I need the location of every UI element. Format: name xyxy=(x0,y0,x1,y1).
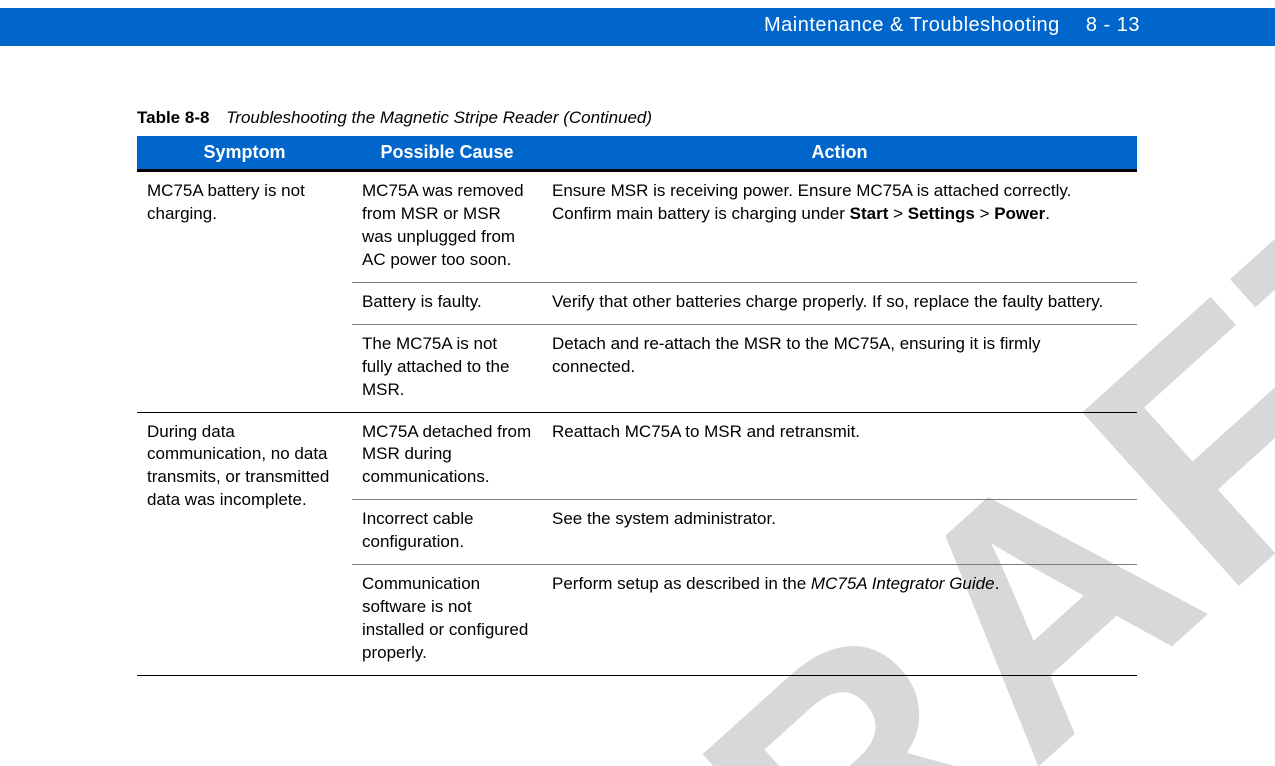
cell-cause: The MC75A is not fully attached to the M… xyxy=(352,324,542,412)
troubleshooting-table: Symptom Possible Cause Action MC75A batt… xyxy=(137,136,1137,676)
cell-symptom: MC75A battery is not charging. xyxy=(137,171,352,413)
header-page-number: 8 - 13 xyxy=(1086,14,1140,36)
cell-cause: Incorrect cable configuration. xyxy=(352,500,542,565)
cell-symptom: During data communication, no data trans… xyxy=(137,412,352,675)
cell-action: See the system administrator. xyxy=(542,500,1137,565)
table-caption-title: Troubleshooting the Magnetic Stripe Read… xyxy=(226,108,652,127)
table-header-row: Symptom Possible Cause Action xyxy=(137,136,1137,171)
cell-cause: MC75A detached from MSR during communica… xyxy=(352,412,542,500)
page-content: Table 8-8 Troubleshooting the Magnetic S… xyxy=(137,108,1137,676)
table-row: MC75A battery is not charging. MC75A was… xyxy=(137,171,1137,283)
table-row: During data communication, no data trans… xyxy=(137,412,1137,500)
cell-cause: Battery is faulty. xyxy=(352,282,542,324)
page-header-bar: Maintenance & Troubleshooting 8 - 13 xyxy=(0,8,1275,46)
cell-action: Ensure MSR is receiving power. Ensure MC… xyxy=(542,171,1137,283)
cell-cause: MC75A was removed from MSR or MSR was un… xyxy=(352,171,542,283)
cell-action: Perform setup as described in the MC75A … xyxy=(542,565,1137,676)
col-header-symptom: Symptom xyxy=(137,136,352,171)
table-caption-label: Table 8-8 xyxy=(137,108,209,127)
cell-cause: Communication software is not installed … xyxy=(352,565,542,676)
col-header-cause: Possible Cause xyxy=(352,136,542,171)
cell-action: Detach and re-attach the MSR to the MC75… xyxy=(542,324,1137,412)
table-caption: Table 8-8 Troubleshooting the Magnetic S… xyxy=(137,108,1137,128)
header-section-title: Maintenance & Troubleshooting xyxy=(764,14,1060,36)
col-header-action: Action xyxy=(542,136,1137,171)
cell-action: Verify that other batteries charge prope… xyxy=(542,282,1137,324)
cell-action: Reattach MC75A to MSR and retransmit. xyxy=(542,412,1137,500)
